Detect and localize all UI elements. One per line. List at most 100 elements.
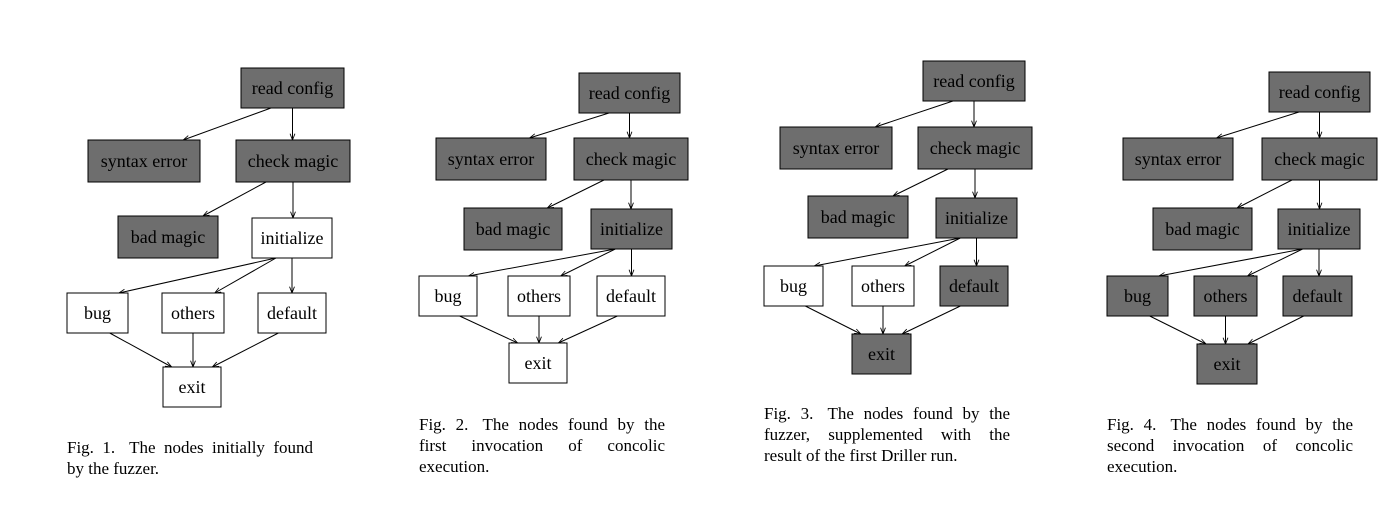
node-label: default [606, 286, 656, 306]
node-box [251, 217, 333, 259]
node-box [1106, 275, 1169, 317]
edge-check-magic-to-bad-magic [893, 168, 949, 196]
node-label: read config [252, 78, 333, 98]
node-label: initialize [945, 208, 1008, 228]
node-bug: bug [66, 292, 129, 334]
edge-read-config-to-syntax-error [183, 107, 272, 140]
fig-2-caption-text: The nodes found by the first invocation … [419, 415, 665, 476]
node-box [87, 139, 201, 183]
node-box [578, 72, 681, 114]
node-exit: exit [1196, 343, 1258, 385]
node-syntax-error: syntax error [1122, 137, 1234, 181]
node-bad-magic: bad magic [117, 215, 219, 259]
edge-check-magic-to-bad-magic [1237, 179, 1293, 208]
edge-initialize-to-others [1248, 248, 1303, 276]
node-label: exit [868, 344, 895, 364]
node-bad-magic: bad magic [1152, 207, 1253, 251]
node-label: syntax error [448, 149, 534, 169]
node-bug: bug [1106, 275, 1169, 317]
node-box [161, 292, 225, 334]
node-box [922, 60, 1026, 102]
node-box [573, 137, 689, 181]
node-box [763, 265, 824, 307]
node-box [779, 126, 893, 170]
node-box [1152, 207, 1253, 251]
node-initialize: initialize [1277, 208, 1361, 250]
node-syntax-error: syntax error [87, 139, 201, 183]
node-bug: bug [763, 265, 824, 307]
node-box [240, 67, 345, 109]
edge-bug-to-exit [109, 332, 172, 367]
node-label: bug [1124, 286, 1151, 306]
fig-4-caption-text: The nodes found by the second invocation… [1107, 415, 1353, 476]
node-check-magic: check magic [235, 139, 351, 183]
node-label: others [861, 276, 905, 296]
node-label: default [267, 303, 317, 323]
node-box [851, 333, 912, 375]
node-label: syntax error [793, 138, 879, 158]
node-label: check magic [1274, 149, 1364, 169]
fig-3-caption-number: Fig. 3. [764, 404, 814, 423]
edge-bug-to-exit [1149, 315, 1206, 344]
node-check-magic: check magic [573, 137, 689, 181]
node-default: default [939, 265, 1009, 307]
node-label: others [1204, 286, 1248, 306]
figure-4: read config syntax error check magic bad ma… [1040, 0, 1400, 506]
node-label: syntax error [101, 151, 187, 171]
node-initialize: initialize [251, 217, 333, 259]
node-box [590, 208, 673, 250]
node-box [1193, 275, 1258, 317]
node-box [917, 126, 1033, 170]
edge-bug-to-exit [459, 315, 518, 343]
fig-3-caption: Fig. 3. The nodes found by the fuzzer, su… [764, 403, 1010, 466]
node-box [807, 195, 909, 239]
node-default: default [1282, 275, 1353, 317]
node-label: check magic [248, 151, 338, 171]
node-initialize: initialize [590, 208, 673, 250]
node-others: others [851, 265, 915, 307]
node-label: initialize [261, 228, 324, 248]
fig-3-caption-text: The nodes found by the fuzzer, supplemen… [764, 404, 1010, 465]
fig-2-caption: Fig. 2. The nodes found by the first invo… [419, 414, 665, 477]
edge-initialize-to-bug [119, 257, 277, 293]
node-box [1261, 137, 1378, 181]
node-box [1277, 208, 1361, 250]
node-initialize: initialize [935, 197, 1018, 239]
node-label: check magic [586, 149, 676, 169]
fig-4-caption: Fig. 4. The nodes found by the second inv… [1107, 414, 1353, 477]
node-box [507, 275, 571, 317]
edge-default-to-exit [212, 332, 279, 367]
edge-read-config-to-syntax-error [1217, 111, 1300, 138]
node-label: bug [84, 303, 111, 323]
node-box [117, 215, 219, 259]
fig-1-caption-text: The nodes initially found by the fuzzer. [67, 438, 313, 478]
edge-initialize-to-others [561, 248, 616, 276]
node-others: others [161, 292, 225, 334]
node-box [939, 265, 1009, 307]
node-label: bug [435, 286, 462, 306]
node-label: others [171, 303, 215, 323]
node-others: others [507, 275, 571, 317]
node-box [463, 207, 563, 251]
edge-default-to-exit [902, 305, 961, 334]
figure-3: read config syntax error check magic bad ma… [690, 0, 1040, 506]
edge-read-config-to-syntax-error [875, 100, 954, 127]
node-label: bad magic [1165, 219, 1239, 239]
node-label: read config [933, 71, 1014, 91]
edge-initialize-to-bug [814, 237, 961, 266]
node-box [66, 292, 129, 334]
edge-initialize-to-others [905, 237, 961, 266]
node-exit: exit [162, 366, 222, 408]
node-box [596, 275, 666, 317]
node-exit: exit [851, 333, 912, 375]
node-bad-magic: bad magic [807, 195, 909, 239]
fig-1-caption: Fig. 1. The nodes initially found by the … [67, 437, 313, 479]
node-label: others [517, 286, 561, 306]
node-label: bad magic [476, 219, 550, 239]
node-read-config: read config [240, 67, 345, 109]
fig-3-graph: read config syntax error check magic bad ma… [763, 60, 1033, 375]
node-label: default [949, 276, 999, 296]
node-check-magic: check magic [1261, 137, 1378, 181]
node-box [418, 275, 478, 317]
edge-initialize-to-bug [468, 248, 616, 276]
